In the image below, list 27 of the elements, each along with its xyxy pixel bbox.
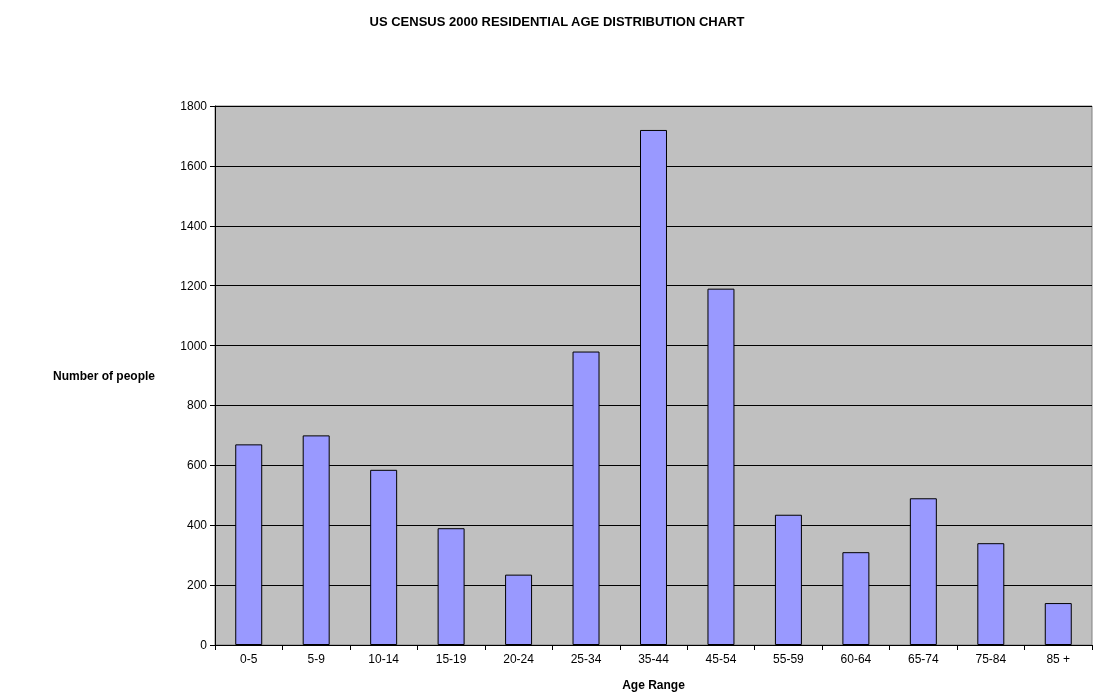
y-tick-label: 1200: [180, 278, 208, 293]
x-tick-label: 20-24: [503, 652, 535, 666]
x-tick-label: 65-74: [907, 652, 940, 666]
y-tick-label: 800: [186, 398, 208, 413]
x-tick-label: 15-19: [435, 652, 467, 666]
bar: [1044, 603, 1072, 645]
x-tick-label: 75-84: [975, 652, 1007, 666]
x-tick-label: 25-34: [570, 652, 602, 666]
chart-title: US CENSUS 2000 RESIDENTIAL AGE DISTRIBUTION CHART: [369, 14, 745, 29]
y-tick-label: 1800: [180, 99, 208, 113]
y-tick-label: 600: [186, 458, 208, 473]
x-tick-label: 5-9: [307, 652, 326, 666]
y-tick-label: 400: [186, 518, 208, 533]
x-axis-title: Age Range: [622, 678, 686, 692]
y-tick-label: 200: [186, 578, 208, 593]
y-tick-label: 1600: [180, 158, 208, 173]
y-axis-title: Number of people: [52, 368, 156, 383]
x-tick-label: 45-54: [705, 652, 737, 666]
x-tick-label: 55-59: [773, 652, 805, 666]
x-tick-label: 10-14: [368, 652, 400, 666]
x-tick-label: 60-64: [840, 652, 872, 666]
x-tick-label: 0-5: [240, 652, 258, 666]
y-tick-label: 1400: [180, 218, 208, 233]
x-tick-label: 85 +: [1046, 652, 1071, 666]
y-tick-label: 1000: [180, 338, 208, 353]
x-tick-label: 35-44: [638, 652, 670, 666]
y-tick-label: 0: [200, 638, 208, 652]
